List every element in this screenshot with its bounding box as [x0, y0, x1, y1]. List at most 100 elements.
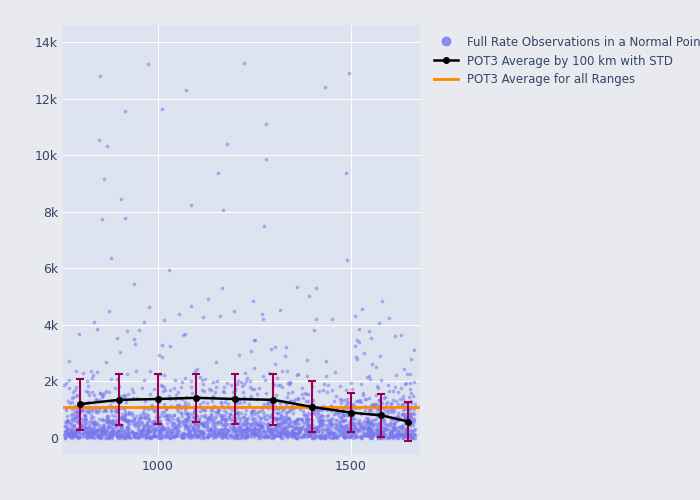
- Point: [247, 426, 258, 434]
- Point: [70, 382, 81, 390]
- Point: [129, 433, 140, 441]
- Point: [97, 416, 108, 424]
- Point: [88, 417, 99, 425]
- Point: [225, 380, 236, 388]
- Point: [220, 424, 231, 432]
- Point: [137, 420, 148, 428]
- Point: [284, 422, 295, 430]
- Point: [394, 428, 405, 436]
- Point: [152, 420, 163, 428]
- Point: [155, 410, 167, 418]
- Point: [79, 411, 90, 419]
- Point: [120, 425, 131, 433]
- Point: [205, 428, 216, 436]
- Point: [337, 434, 349, 442]
- Point: [116, 432, 127, 440]
- Point: [215, 426, 226, 434]
- Point: [348, 430, 359, 438]
- Point: [237, 403, 248, 411]
- Point: [104, 306, 115, 314]
- Point: [241, 425, 252, 433]
- Point: [216, 433, 228, 441]
- Point: [405, 430, 416, 438]
- Point: [306, 431, 317, 439]
- Point: [169, 424, 181, 432]
- Point: [131, 433, 142, 441]
- Point: [134, 418, 145, 426]
- Point: [136, 418, 148, 426]
- Point: [384, 408, 395, 416]
- Point: [193, 422, 204, 430]
- Point: [356, 434, 367, 442]
- Point: [245, 411, 256, 419]
- Point: [240, 422, 251, 430]
- Point: [227, 424, 238, 432]
- Point: [357, 431, 368, 439]
- Point: [175, 431, 186, 439]
- Point: [107, 434, 118, 442]
- Point: [205, 426, 216, 434]
- Point: [229, 386, 240, 394]
- Point: [340, 434, 351, 442]
- Point: [360, 421, 371, 429]
- Point: [363, 394, 374, 402]
- Point: [176, 433, 187, 441]
- Point: [114, 434, 125, 442]
- Point: [220, 415, 232, 423]
- Point: [405, 430, 416, 438]
- Point: [268, 402, 279, 410]
- Point: [349, 431, 360, 439]
- Point: [366, 420, 377, 428]
- Point: [328, 434, 339, 442]
- Point: [240, 416, 251, 424]
- Point: [99, 428, 110, 436]
- Point: [365, 424, 376, 432]
- Point: [301, 426, 312, 434]
- Point: [306, 434, 317, 442]
- Point: [90, 421, 101, 429]
- Point: [148, 430, 160, 438]
- Point: [230, 430, 241, 438]
- Point: [280, 398, 291, 406]
- Point: [318, 420, 329, 428]
- Point: [325, 428, 336, 436]
- Point: [281, 343, 292, 351]
- Point: [257, 430, 268, 438]
- Point: [175, 410, 186, 418]
- Point: [173, 310, 184, 318]
- Point: [228, 424, 239, 432]
- Point: [248, 418, 260, 426]
- Point: [374, 434, 386, 442]
- Point: [216, 412, 228, 420]
- Point: [64, 429, 76, 437]
- Point: [322, 412, 333, 420]
- Point: [113, 426, 125, 434]
- Point: [95, 428, 106, 436]
- Point: [171, 391, 182, 399]
- Point: [161, 414, 172, 422]
- Point: [270, 431, 281, 439]
- Point: [228, 424, 239, 432]
- Point: [92, 425, 103, 433]
- Point: [307, 396, 318, 404]
- Point: [335, 418, 346, 426]
- Point: [220, 432, 232, 440]
- Point: [234, 416, 246, 424]
- Point: [251, 420, 262, 428]
- Point: [83, 408, 94, 416]
- Point: [97, 424, 108, 432]
- Point: [77, 406, 88, 414]
- Point: [284, 428, 295, 436]
- Point: [250, 432, 261, 440]
- Point: [293, 370, 304, 378]
- Point: [147, 424, 158, 432]
- Point: [359, 349, 370, 357]
- Point: [112, 428, 123, 436]
- Point: [60, 434, 71, 442]
- Point: [253, 421, 265, 429]
- Point: [329, 368, 340, 376]
- Point: [326, 431, 337, 439]
- Point: [291, 434, 302, 442]
- Point: [70, 426, 81, 434]
- Point: [98, 428, 109, 436]
